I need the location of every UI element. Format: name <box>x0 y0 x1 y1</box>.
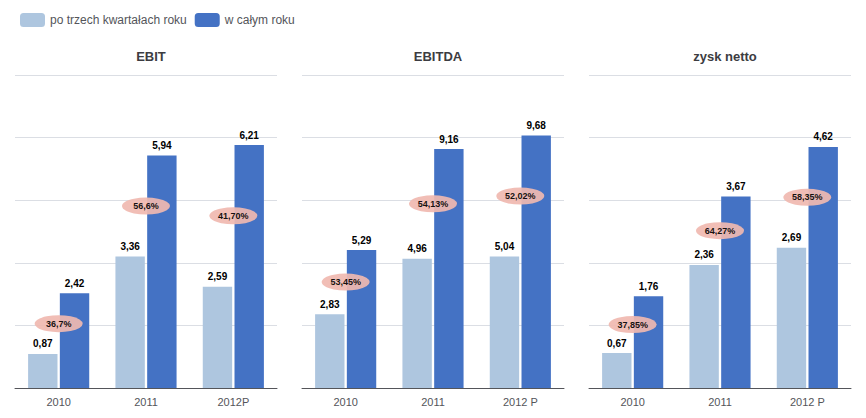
svg-text:EBIT: EBIT <box>136 49 166 64</box>
svg-text:4,96: 4,96 <box>407 243 427 254</box>
svg-text:2010: 2010 <box>46 396 70 408</box>
svg-text:EBITDA: EBITDA <box>414 49 463 64</box>
svg-text:64,27%: 64,27% <box>705 226 736 236</box>
svg-text:2012P: 2012P <box>217 396 249 408</box>
svg-text:5,29: 5,29 <box>352 235 372 246</box>
svg-text:w całym roku: w całym roku <box>224 13 295 27</box>
svg-text:9,68: 9,68 <box>526 120 546 131</box>
svg-text:5,04: 5,04 <box>495 241 515 252</box>
svg-text:3,67: 3,67 <box>726 181 746 192</box>
svg-text:9,16: 9,16 <box>439 134 459 145</box>
svg-text:4,62: 4,62 <box>813 131 833 142</box>
svg-text:1,76: 1,76 <box>639 281 659 292</box>
svg-text:2011: 2011 <box>708 396 732 408</box>
svg-text:56,6%: 56,6% <box>133 201 159 211</box>
svg-text:po trzech kwartałach roku: po trzech kwartałach roku <box>50 13 187 27</box>
svg-text:52,02%: 52,02% <box>505 191 536 201</box>
svg-text:5,94: 5,94 <box>152 140 172 151</box>
svg-text:2012 P: 2012 P <box>503 396 538 408</box>
svg-text:2010: 2010 <box>620 396 644 408</box>
svg-text:37,85%: 37,85% <box>617 320 648 330</box>
svg-text:53,45%: 53,45% <box>330 277 361 287</box>
svg-text:3,36: 3,36 <box>120 241 140 252</box>
svg-text:54,13%: 54,13% <box>418 199 449 209</box>
svg-text:0,87: 0,87 <box>33 338 53 349</box>
svg-text:2,36: 2,36 <box>694 249 714 260</box>
svg-text:6,21: 6,21 <box>239 130 259 141</box>
svg-text:0,67: 0,67 <box>607 338 627 349</box>
svg-text:2,69: 2,69 <box>782 232 802 243</box>
svg-text:2011: 2011 <box>421 396 445 408</box>
svg-text:2012 P: 2012 P <box>790 396 825 408</box>
svg-text:2,83: 2,83 <box>320 299 340 310</box>
svg-text:41,70%: 41,70% <box>218 211 249 221</box>
svg-text:58,35%: 58,35% <box>792 192 823 202</box>
svg-text:zysk netto: zysk netto <box>693 49 757 64</box>
svg-text:2,59: 2,59 <box>208 271 228 282</box>
svg-text:2010: 2010 <box>333 396 357 408</box>
svg-text:2,42: 2,42 <box>65 278 85 289</box>
svg-text:2011: 2011 <box>134 396 158 408</box>
svg-text:36,7%: 36,7% <box>46 319 72 329</box>
